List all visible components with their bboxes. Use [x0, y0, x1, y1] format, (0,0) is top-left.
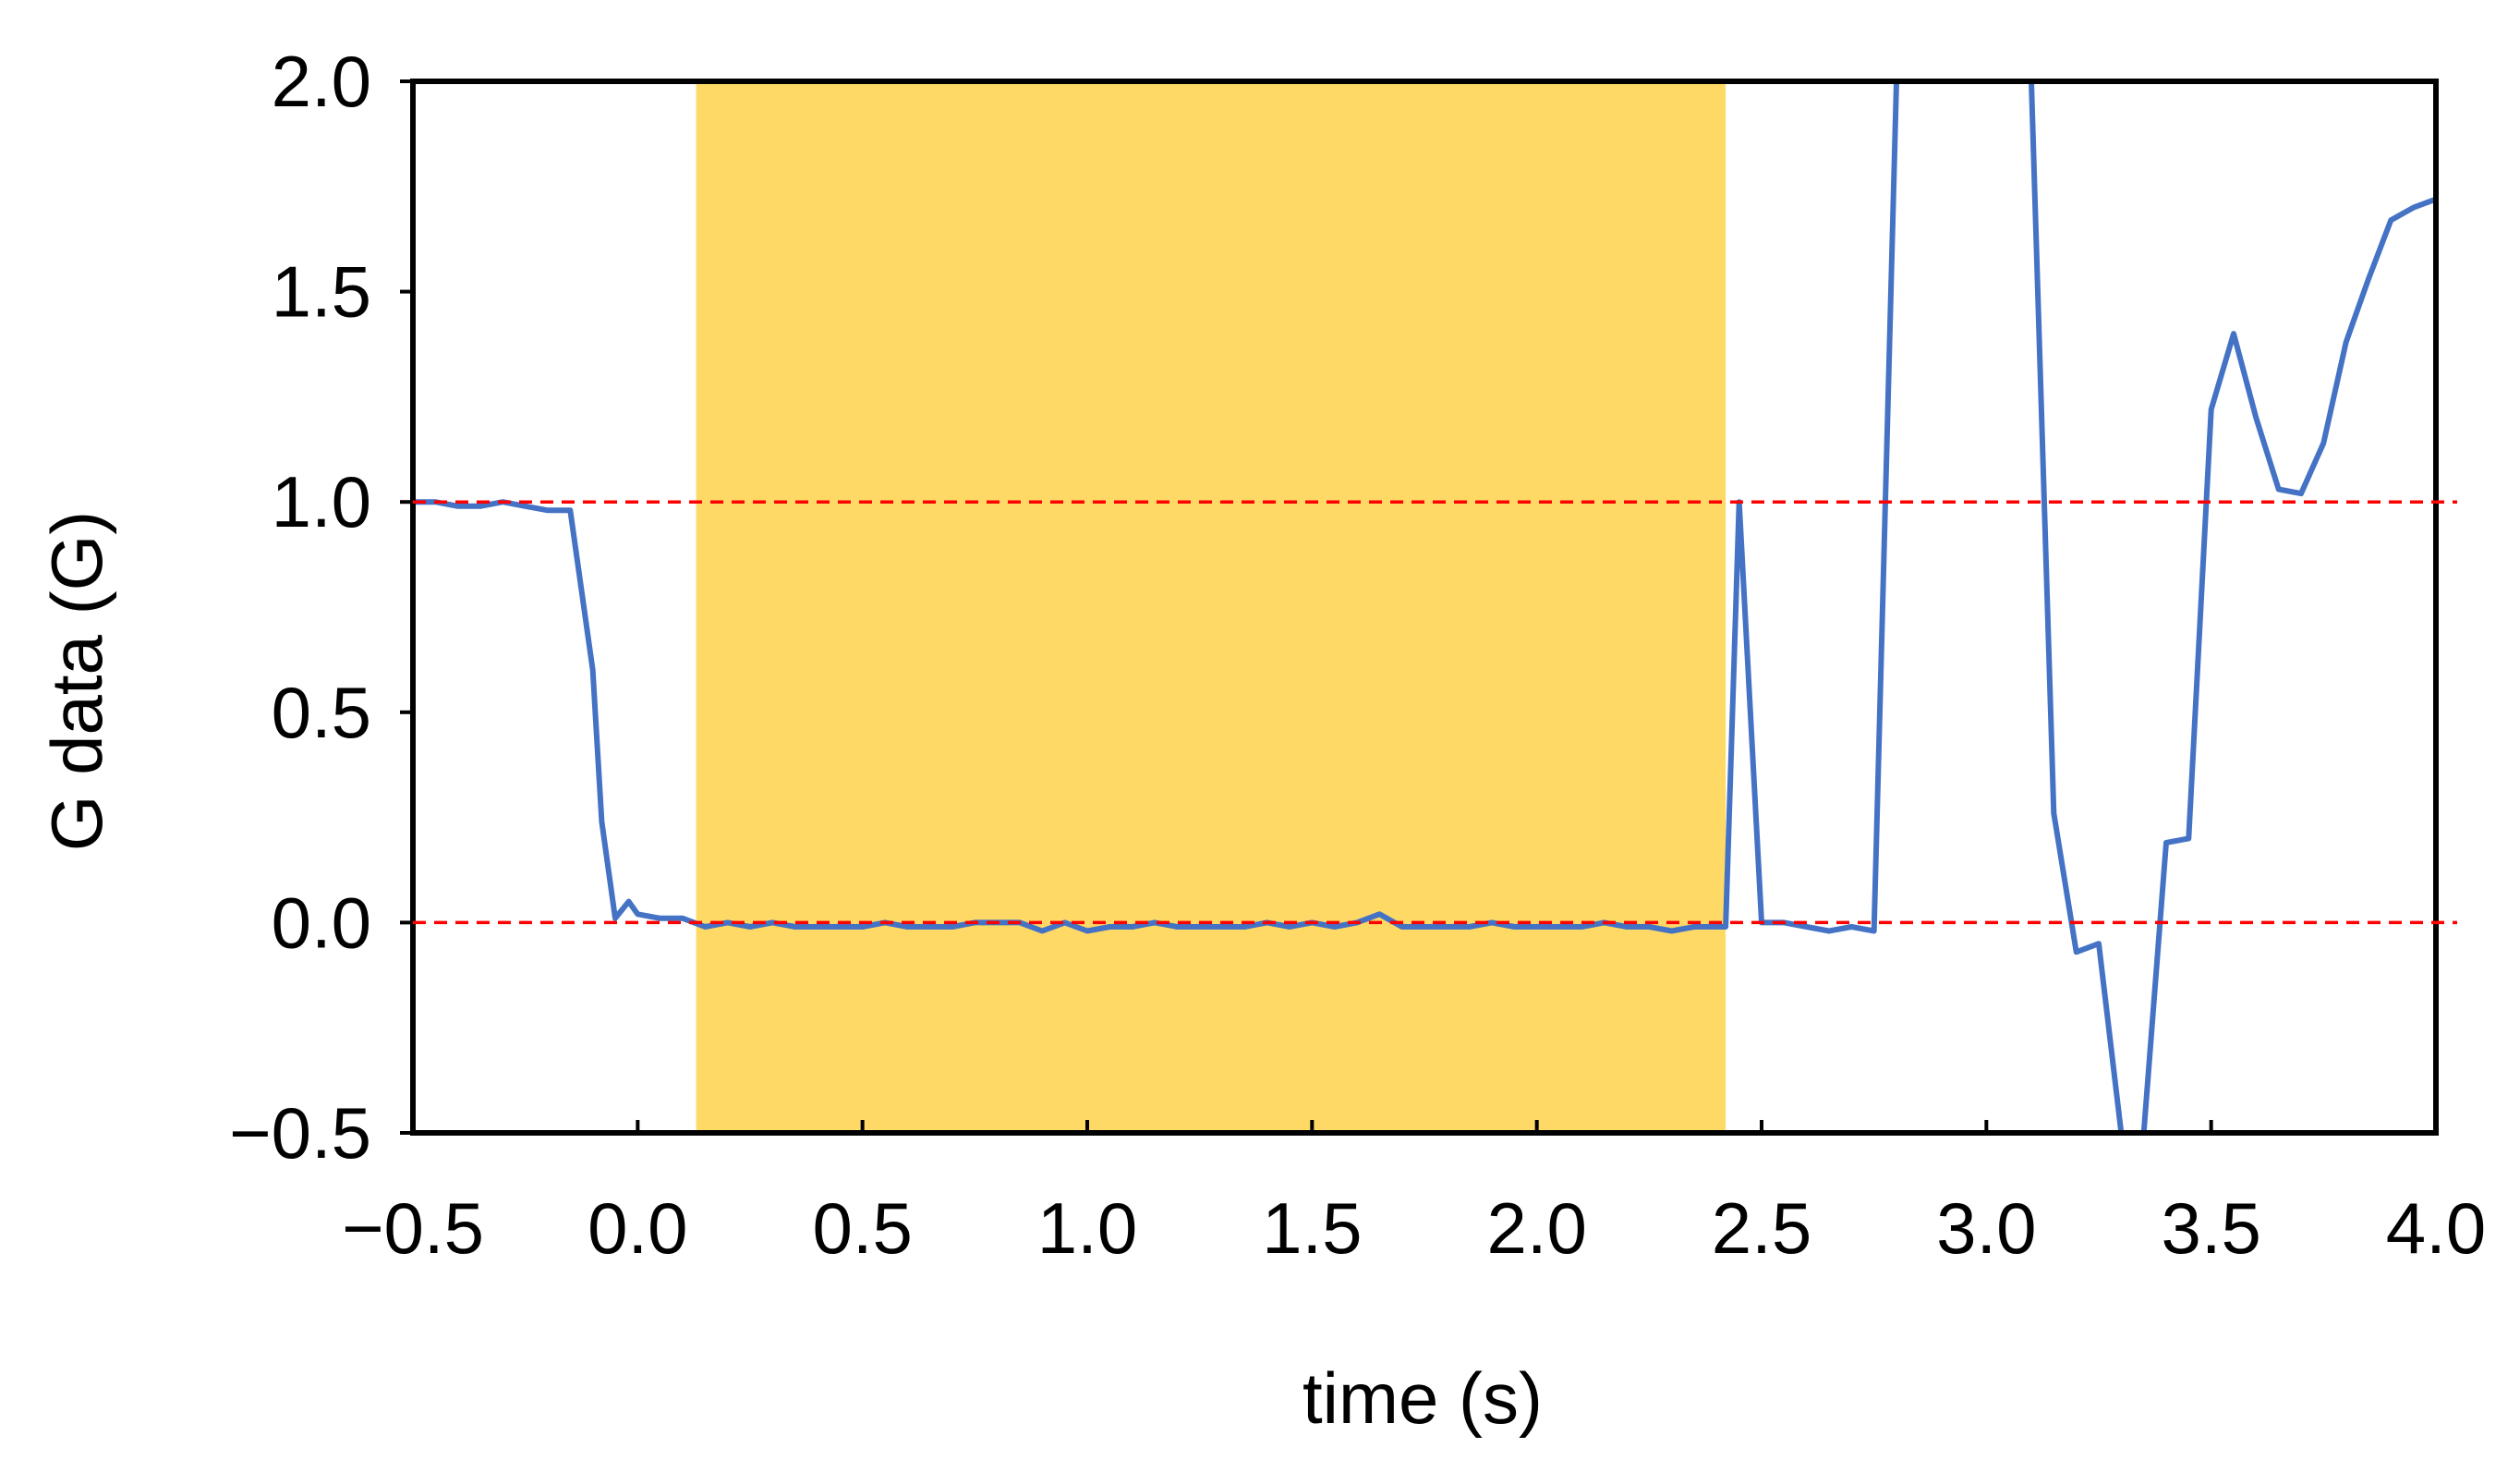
plot-frame [410, 79, 2439, 1136]
highlight-region [696, 81, 1726, 1133]
x-tick-label: 0.0 [588, 1187, 687, 1269]
y-tick-label: 0.5 [272, 672, 371, 753]
x-tick-label: 1.0 [1037, 1187, 1137, 1269]
x-tick-label: 3.0 [1936, 1187, 2036, 1269]
y-tick-label: 1.0 [272, 461, 371, 542]
plot-area: −0.5 0.0 0.5 1.0 1.5 2.0 2.5 3.0 3.5 4.0 −0.5 0.0 0.… [229, 41, 2486, 1269]
y-tick-label: 1.5 [272, 251, 371, 333]
x-tick-label: −0.5 [342, 1187, 484, 1269]
y-tick-label: −0.5 [229, 1092, 371, 1174]
y-axis-title: G data (G) [36, 511, 117, 851]
x-tick-label: 0.5 [812, 1187, 912, 1269]
y-tick-label: 0.0 [272, 882, 371, 963]
x-tick-label: 2.0 [1486, 1187, 1586, 1269]
x-tick-label: 1.5 [1262, 1187, 1362, 1269]
y-tick-label: 2.0 [272, 41, 371, 122]
x-tick-label: 3.5 [2161, 1187, 2260, 1269]
x-tick-label: 2.5 [1712, 1187, 1811, 1269]
x-axis-title: time (s) [1302, 1357, 1543, 1439]
x-tick-label: 4.0 [2386, 1187, 2486, 1269]
